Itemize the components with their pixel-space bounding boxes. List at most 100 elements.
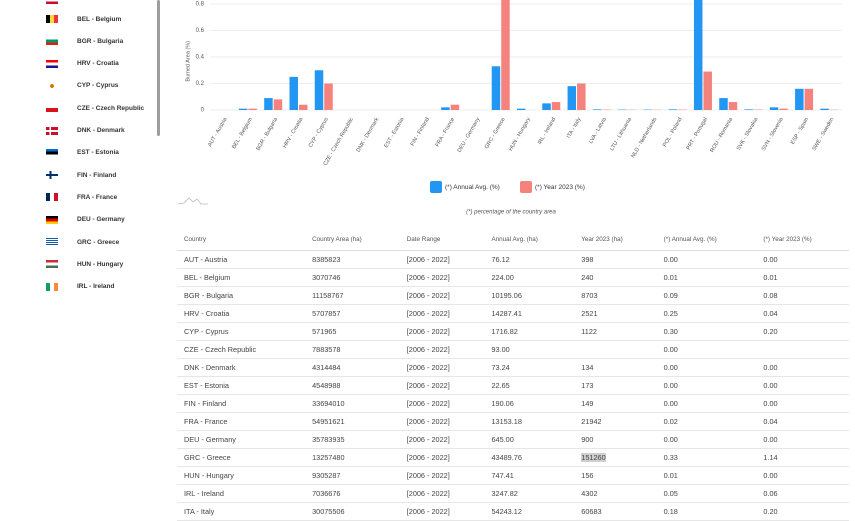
- table-cell: 76.12: [484, 251, 574, 269]
- cell-text: 11158767: [312, 291, 343, 300]
- legend-swatch[interactable]: [520, 181, 532, 193]
- country-item[interactable]: IRL - Ireland: [46, 280, 114, 294]
- country-item[interactable]: DEU - Germany: [46, 213, 125, 227]
- table-cell: 60683: [574, 503, 656, 521]
- country-item[interactable]: GRC - Greece: [46, 235, 119, 249]
- table-cell: 54243.12: [484, 503, 574, 521]
- cell-text: 0.00: [763, 381, 777, 390]
- bar: [451, 105, 460, 110]
- country-label: CZE - Czech Republic: [77, 105, 144, 112]
- cell-text: BGR - Bulgaria: [184, 291, 233, 300]
- table-cell: [2006 - 2022]: [400, 269, 485, 287]
- table-cell: 14287.41: [484, 305, 574, 323]
- x-tick-label: ESP - Spain: [790, 117, 810, 146]
- bar: [669, 109, 678, 110]
- bar: [729, 102, 738, 110]
- x-tick-label: ITA - Italy: [566, 117, 583, 140]
- cell-text: 571965: [312, 327, 336, 336]
- cell-text: 156: [581, 471, 593, 480]
- cell-text: [2006 - 2022]: [407, 435, 450, 444]
- legend-swatch[interactable]: [430, 181, 442, 193]
- table-cell: 398: [574, 251, 656, 269]
- cell-text: [2006 - 2022]: [407, 255, 450, 264]
- country-item[interactable]: DNK - Denmark: [46, 124, 125, 138]
- cell-text: 76.12: [491, 255, 509, 264]
- cell-text: 1716.82: [491, 327, 517, 336]
- x-tick-label: EST - Estonia: [383, 116, 406, 149]
- table-cell: 4302: [574, 485, 656, 503]
- x-tick-label: BEL - Belgium: [231, 116, 254, 150]
- table-cell: [2006 - 2022]: [400, 395, 485, 413]
- cell-text: 0.02: [664, 417, 678, 426]
- country-item[interactable]: BEL - Belgium: [46, 12, 121, 26]
- table-cell: 0.02: [657, 413, 757, 431]
- x-tick-label: NLD - Netherlands: [630, 117, 658, 160]
- country-item[interactable]: CYP - Cyprus: [46, 79, 118, 93]
- country-item[interactable]: FRA - France: [46, 190, 117, 204]
- table-cell: 10195.06: [484, 287, 574, 305]
- cell-text: 0.06: [763, 489, 777, 498]
- x-tick-label: IRL - Ireland: [537, 117, 557, 146]
- table-cell: 4314484: [305, 359, 400, 377]
- chart-note: (*) percentage of the country area: [466, 210, 556, 216]
- cell-text: 4314484: [312, 363, 340, 372]
- country-item[interactable]: HRV - Croatia: [46, 57, 119, 71]
- bar: [795, 89, 804, 110]
- cell-text: 21942: [581, 417, 601, 426]
- bar: [239, 109, 248, 110]
- cell-text: [2006 - 2022]: [407, 327, 450, 336]
- table-cell: 0.01: [756, 269, 849, 287]
- cell-text: 30075506: [312, 507, 344, 516]
- country-item[interactable]: EST - Estonia: [46, 146, 119, 160]
- cell-text: 60683: [581, 507, 601, 516]
- bar: [501, 0, 510, 110]
- flag: [46, 216, 58, 224]
- table-cell: 571965: [305, 323, 400, 341]
- y-tick-label: 0.4: [196, 55, 205, 61]
- bar: [745, 109, 754, 110]
- table-cell: [2006 - 2022]: [400, 251, 485, 269]
- table-cell: [2006 - 2022]: [400, 341, 485, 359]
- legend-label[interactable]: (*) Year 2023 (%): [535, 184, 585, 191]
- bar: [441, 107, 450, 110]
- table-cell: 13257480: [305, 449, 400, 467]
- x-tick-label: AUT - Austria: [207, 116, 229, 148]
- country-item[interactable]: FIN - Finland: [46, 168, 116, 182]
- bar: [324, 84, 333, 111]
- cell-text: 8385823: [312, 255, 340, 264]
- column-header: Annual Avg. (ha): [484, 228, 574, 251]
- bar: [568, 86, 577, 110]
- table-cell: DNK - Denmark: [177, 359, 305, 377]
- flag: [46, 60, 58, 68]
- scrollbar[interactable]: [157, 0, 160, 136]
- table-cell: 54951621: [305, 413, 400, 431]
- cell-text: BEL - Belgium: [184, 273, 230, 282]
- table-cell: [2006 - 2022]: [400, 503, 485, 521]
- x-tick-label: SWE - Sweden: [812, 117, 836, 152]
- country-item[interactable]: CZE - Czech Republic: [46, 101, 144, 115]
- country-label: FIN - Finland: [77, 172, 116, 179]
- table-cell: 149: [574, 395, 656, 413]
- flag: [46, 260, 58, 268]
- x-tick-label: GRC - Greece: [484, 117, 507, 150]
- table-cell: 134: [574, 359, 656, 377]
- cell-text: [2006 - 2022]: [407, 363, 450, 372]
- table-cell: 0.01: [657, 269, 757, 287]
- cell-text: 3070746: [312, 273, 340, 282]
- cell-text: 2521: [581, 309, 597, 318]
- bar: [593, 109, 602, 110]
- table-cell: 0.00: [756, 377, 849, 395]
- country-item[interactable]: BGR - Bulgaria: [46, 34, 123, 48]
- bar: [805, 89, 814, 110]
- table-cell: 0.00: [657, 377, 757, 395]
- country-item[interactable]: HUN - Hungary: [46, 257, 123, 271]
- legend-label[interactable]: (*) Annual Avg. (%): [445, 184, 500, 191]
- flag: [46, 104, 58, 112]
